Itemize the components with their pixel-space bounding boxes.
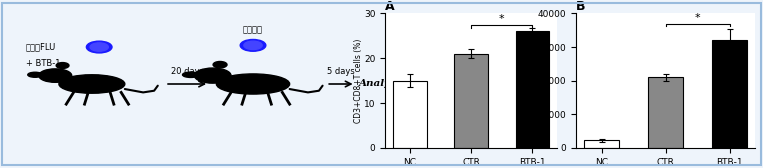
Text: *: * xyxy=(695,13,700,23)
Y-axis label: TNF-α+CD8+ T cells: TNF-α+CD8+ T cells xyxy=(527,42,536,119)
Text: Analysis: Analysis xyxy=(359,79,407,89)
Ellipse shape xyxy=(59,75,125,93)
Text: A: A xyxy=(385,1,395,13)
Y-axis label: CD3+CD8+T cells (%): CD3+CD8+T cells (%) xyxy=(354,38,362,123)
Bar xyxy=(584,140,620,148)
Bar xyxy=(712,40,747,148)
Ellipse shape xyxy=(195,68,231,83)
Ellipse shape xyxy=(56,63,69,69)
Text: *: * xyxy=(499,14,504,24)
Circle shape xyxy=(240,39,266,51)
Bar xyxy=(648,77,684,148)
Circle shape xyxy=(90,43,108,51)
Text: B: B xyxy=(576,1,585,13)
Ellipse shape xyxy=(27,72,43,77)
Ellipse shape xyxy=(39,69,72,82)
Text: 공격접종: 공격접종 xyxy=(243,26,263,35)
Circle shape xyxy=(244,41,262,50)
Text: + BTB-1: + BTB-1 xyxy=(26,59,60,68)
Text: 5 days: 5 days xyxy=(327,67,355,76)
Ellipse shape xyxy=(217,74,290,94)
Text: 불활화FLU: 불활화FLU xyxy=(26,43,56,52)
Bar xyxy=(454,54,488,148)
Bar xyxy=(516,31,549,148)
Ellipse shape xyxy=(213,61,227,68)
Ellipse shape xyxy=(182,72,199,77)
Circle shape xyxy=(86,41,112,53)
Bar xyxy=(393,81,427,148)
Text: 20 days: 20 days xyxy=(171,67,204,76)
